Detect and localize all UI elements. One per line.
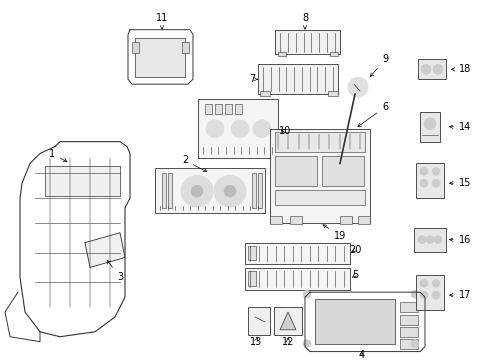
Text: 5: 5 xyxy=(351,270,357,280)
Text: 16: 16 xyxy=(448,235,470,245)
Text: 10: 10 xyxy=(278,126,290,136)
Text: 2: 2 xyxy=(182,156,206,172)
Circle shape xyxy=(303,290,310,298)
Text: 7: 7 xyxy=(248,74,257,84)
Circle shape xyxy=(433,236,441,244)
Text: 20: 20 xyxy=(348,244,361,255)
Bar xyxy=(339,216,351,224)
Circle shape xyxy=(431,167,439,175)
Bar xyxy=(258,173,262,208)
Bar xyxy=(314,299,394,344)
Bar xyxy=(329,51,337,57)
Bar xyxy=(413,228,445,252)
Bar xyxy=(198,99,278,158)
Bar xyxy=(260,91,269,96)
Bar xyxy=(215,104,222,114)
Circle shape xyxy=(423,118,435,130)
Circle shape xyxy=(431,179,439,187)
Circle shape xyxy=(417,236,425,244)
Circle shape xyxy=(214,175,245,207)
Text: 3: 3 xyxy=(107,260,123,282)
Bar xyxy=(258,64,337,94)
Bar xyxy=(269,129,369,223)
Circle shape xyxy=(181,175,213,207)
Bar xyxy=(182,42,189,54)
Text: 13: 13 xyxy=(249,337,262,347)
Bar xyxy=(289,216,302,224)
Text: 15: 15 xyxy=(448,178,470,188)
Text: 18: 18 xyxy=(450,64,470,74)
Bar xyxy=(135,38,184,77)
Circle shape xyxy=(419,167,427,175)
Bar xyxy=(278,51,285,57)
Bar xyxy=(274,157,316,186)
Bar xyxy=(162,173,165,208)
Text: 19: 19 xyxy=(323,225,346,241)
Circle shape xyxy=(224,185,236,197)
Text: 8: 8 xyxy=(301,13,307,29)
Bar xyxy=(399,327,417,337)
Polygon shape xyxy=(280,312,295,330)
Text: 6: 6 xyxy=(357,102,387,127)
Bar xyxy=(399,315,417,325)
Bar xyxy=(419,112,439,141)
Circle shape xyxy=(432,64,442,74)
Circle shape xyxy=(420,64,430,74)
Circle shape xyxy=(425,236,433,244)
Bar xyxy=(321,157,363,186)
Bar xyxy=(415,275,443,310)
Circle shape xyxy=(230,120,248,138)
Text: 17: 17 xyxy=(448,290,470,300)
Circle shape xyxy=(347,77,367,97)
Bar xyxy=(244,269,349,290)
Bar xyxy=(357,216,369,224)
Bar xyxy=(399,339,417,348)
Circle shape xyxy=(419,179,427,187)
Circle shape xyxy=(431,291,439,299)
Bar xyxy=(204,104,212,114)
Bar xyxy=(327,91,337,96)
Circle shape xyxy=(410,340,418,348)
Bar xyxy=(224,104,231,114)
Bar xyxy=(244,243,349,265)
Circle shape xyxy=(419,291,427,299)
Bar xyxy=(399,302,417,312)
Bar xyxy=(273,307,302,335)
Text: 4: 4 xyxy=(358,350,365,360)
Circle shape xyxy=(205,120,224,138)
Circle shape xyxy=(410,290,418,298)
Bar xyxy=(417,59,445,79)
Bar xyxy=(247,271,256,286)
Bar xyxy=(132,42,139,54)
Polygon shape xyxy=(85,233,125,267)
Bar xyxy=(274,132,364,152)
Bar xyxy=(247,307,269,335)
Circle shape xyxy=(419,279,427,287)
Bar xyxy=(155,168,264,213)
Text: 9: 9 xyxy=(369,54,387,77)
Bar xyxy=(168,173,172,208)
Bar xyxy=(415,163,443,198)
Circle shape xyxy=(191,185,203,197)
Bar xyxy=(251,173,256,208)
Circle shape xyxy=(303,340,310,348)
Text: 12: 12 xyxy=(281,337,294,347)
Bar xyxy=(274,190,364,205)
Text: 14: 14 xyxy=(448,122,470,132)
Circle shape xyxy=(252,120,270,138)
Bar xyxy=(247,246,256,261)
Bar xyxy=(269,216,282,224)
Bar xyxy=(235,104,242,114)
Text: 1: 1 xyxy=(49,149,67,162)
Text: 11: 11 xyxy=(156,13,168,29)
Circle shape xyxy=(431,279,439,287)
Bar xyxy=(45,166,120,196)
Bar xyxy=(274,30,339,54)
